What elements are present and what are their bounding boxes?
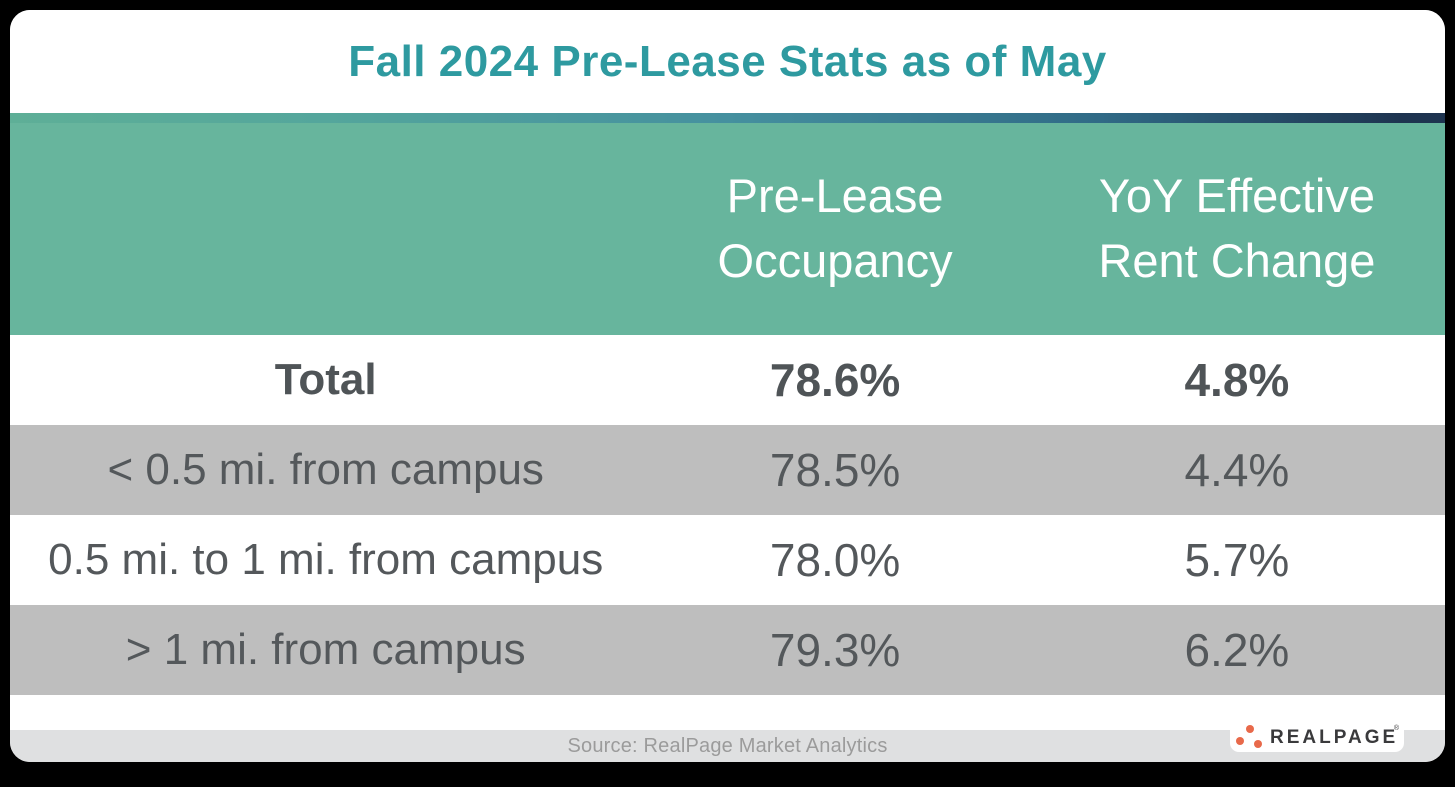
logo-dot-icon	[1236, 737, 1244, 745]
row-occupancy-value: 78.6%	[769, 354, 901, 406]
page-title: Fall 2024 Pre-Lease Stats as of May	[348, 36, 1107, 86]
logo-dot-icon	[1246, 725, 1254, 733]
logo-wordmark: REALPAGE	[1270, 727, 1399, 748]
row-rent-change-value: 4.8%	[1184, 354, 1290, 406]
table-body: Total 78.6% 4.8% < 0.5 mi. from campus 7…	[10, 335, 1445, 695]
row-occupancy-value: 79.3%	[769, 624, 901, 676]
column-header-rent-line2: Rent Change	[1098, 234, 1376, 287]
table-row: > 1 mi. from campus 79.3% 6.2%	[10, 605, 1445, 695]
row-occupancy-value: 78.0%	[769, 534, 901, 586]
table-row: 0.5 mi. to 1 mi. from campus 78.0% 5.7%	[10, 515, 1445, 605]
footer-bar: Source: RealPage Market Analytics	[10, 730, 1445, 762]
spacer	[10, 695, 1445, 730]
source-note: Source: RealPage Market Analytics	[567, 734, 888, 757]
row-rent-change-value: 6.2%	[1184, 624, 1290, 676]
column-header-occupancy-line1: Pre-Lease	[726, 169, 944, 223]
column-header-occupancy: Pre-Lease Occupancy	[641, 164, 1028, 294]
table-header: Pre-Lease Occupancy YoY Effective Rent C…	[10, 123, 1445, 335]
logo-dot-icon	[1254, 740, 1262, 748]
row-occupancy-value: 78.5%	[769, 444, 901, 496]
table-row: Total 78.6% 4.8%	[10, 335, 1445, 425]
registered-mark-icon: ®	[1393, 725, 1399, 732]
row-rent-change-value: 4.4%	[1184, 444, 1290, 496]
row-label: < 0.5 mi. from campus	[107, 445, 544, 494]
column-header-occupancy-line2: Occupancy	[717, 234, 953, 287]
row-label: Total	[274, 355, 377, 404]
table-row: < 0.5 mi. from campus 78.5% 4.4%	[10, 425, 1445, 515]
prelease-stats-card: Fall 2024 Pre-Lease Stats as of May Pre-…	[10, 10, 1445, 762]
column-header-rent-line1: YoY Effective	[1098, 169, 1375, 223]
column-header-rent-change: YoY Effective Rent Change	[1029, 164, 1445, 294]
row-label: 0.5 mi. to 1 mi. from campus	[48, 535, 604, 584]
row-label: > 1 mi. from campus	[125, 625, 526, 674]
title-bar: Fall 2024 Pre-Lease Stats as of May	[10, 10, 1445, 113]
row-rent-change-value: 5.7%	[1184, 534, 1290, 586]
gradient-divider	[10, 113, 1445, 123]
realpage-logo: REALPAGE ®	[1230, 721, 1404, 752]
